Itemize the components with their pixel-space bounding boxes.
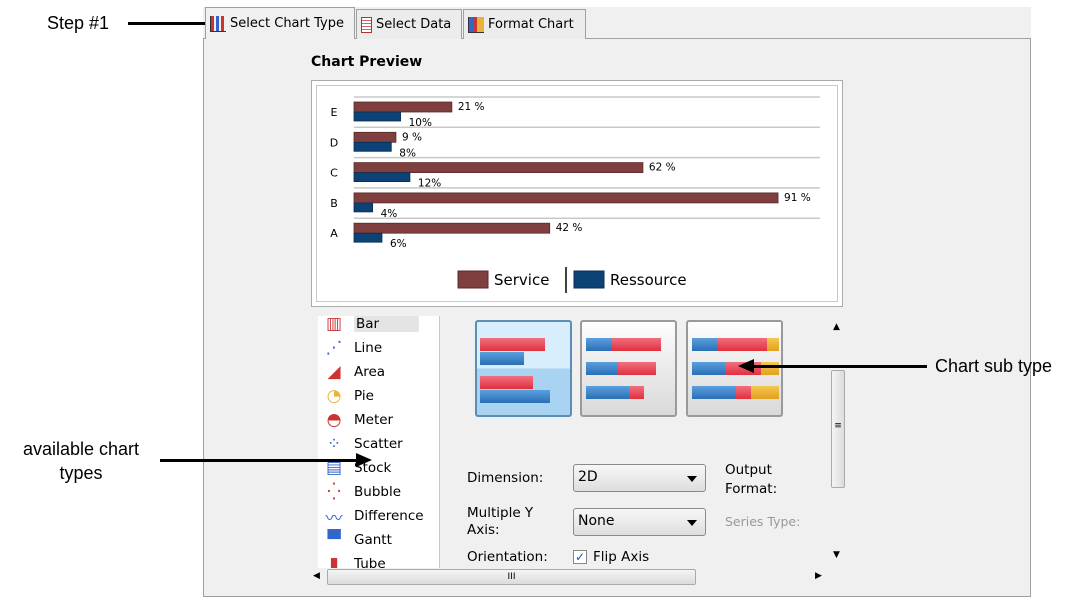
chart-type-bubble[interactable]: ⁛ Bubble bbox=[318, 480, 439, 504]
bar-chart-icon bbox=[210, 15, 226, 32]
data-label: 62 % bbox=[649, 162, 676, 174]
chart-preview-title: Chart Preview bbox=[311, 54, 423, 70]
orientation-label: Orientation: bbox=[467, 549, 548, 565]
step1-annotation: Step #1 bbox=[47, 13, 110, 33]
chart-type-line[interactable]: ⋰ Line bbox=[318, 336, 439, 360]
bar-service bbox=[353, 222, 551, 234]
scatter-chart-icon: ⁘ bbox=[326, 434, 342, 454]
chart-type-label: Meter bbox=[354, 412, 394, 428]
chart-type-label: Difference bbox=[354, 508, 424, 524]
chart-type-meter[interactable]: ◓ Meter bbox=[318, 408, 439, 432]
category-label: D bbox=[330, 136, 338, 149]
multiple-y-axis-label: Multiple Y Axis: bbox=[467, 505, 534, 538]
data-label: 12% bbox=[418, 178, 441, 190]
format-chart-icon bbox=[468, 16, 484, 33]
difference-chart-icon: 〰 bbox=[325, 508, 343, 529]
legend-swatch-ressource bbox=[573, 270, 605, 289]
gantt-chart-icon: ▀ bbox=[327, 530, 341, 550]
subtype-side-by-side[interactable] bbox=[475, 320, 572, 417]
chart-type-label: Tube bbox=[354, 556, 386, 568]
data-label: 91 % bbox=[784, 192, 811, 204]
chart-type-label: Bar bbox=[354, 316, 420, 332]
multiple-y-axis-select[interactable]: None bbox=[573, 508, 706, 536]
chart-type-label: Gantt bbox=[354, 532, 392, 548]
category-label: E bbox=[331, 106, 338, 119]
subtype-percent-stacked[interactable] bbox=[686, 320, 783, 417]
data-label: 10% bbox=[409, 117, 432, 129]
data-label: 42 % bbox=[556, 222, 583, 234]
dimension-label: Dimension: bbox=[467, 470, 544, 486]
dimension-select[interactable]: 2D bbox=[573, 464, 706, 492]
stock-chart-icon: ▤ bbox=[325, 458, 343, 478]
tab-label: Select Data bbox=[376, 17, 452, 32]
chart-type-label: Area bbox=[354, 364, 386, 380]
bar-ressource bbox=[353, 202, 374, 213]
chart-type-label: Scatter bbox=[354, 436, 403, 452]
bubble-chart-icon: ⁛ bbox=[327, 482, 341, 502]
available-types-arrow bbox=[160, 453, 372, 467]
series-type-label: Series Type: bbox=[725, 514, 801, 529]
area-chart-icon: ◢ bbox=[327, 362, 341, 382]
category-label: B bbox=[330, 197, 338, 210]
flip-axis-checkbox[interactable]: ✓ bbox=[573, 550, 587, 564]
tab-label: Select Chart Type bbox=[230, 16, 344, 31]
legend-label-service: Service bbox=[494, 271, 549, 289]
vertical-scroll-thumb[interactable]: ≡ bbox=[831, 370, 845, 488]
chart-type-label: Bubble bbox=[354, 484, 402, 500]
data-label: 6% bbox=[390, 238, 407, 250]
data-select-icon bbox=[361, 16, 372, 33]
tab-label: Format Chart bbox=[488, 17, 574, 32]
horizontal-scroll-thumb[interactable]: III bbox=[327, 569, 696, 585]
scroll-down-icon[interactable]: ▼ bbox=[833, 550, 840, 560]
bar-ressource bbox=[353, 232, 383, 243]
pie-chart-icon: ◔ bbox=[326, 386, 342, 406]
tab-format-chart[interactable]: Format Chart bbox=[463, 9, 586, 39]
bar-service bbox=[353, 131, 397, 143]
data-label: 21 % bbox=[458, 101, 485, 113]
chart-preview: A 42 % 6% B 91 % 4% C 62 % 12% D 9 % 8% E 21 % 10% Serv… bbox=[311, 80, 843, 307]
legend-label-ressource: Ressource bbox=[610, 271, 687, 289]
legend-swatch-service bbox=[457, 270, 489, 289]
chart-type-bar[interactable]: ▥ Bar bbox=[318, 316, 439, 336]
tab-select-data[interactable]: Select Data bbox=[356, 9, 462, 39]
bar-ressource bbox=[353, 141, 392, 152]
meter-chart-icon: ◓ bbox=[326, 410, 342, 430]
bar-chart-icon: ▥ bbox=[325, 316, 343, 334]
chart-type-pie[interactable]: ◔ Pie bbox=[318, 384, 439, 408]
bar-service bbox=[353, 101, 453, 113]
bar-ressource bbox=[353, 172, 411, 182]
chart-type-label: Pie bbox=[354, 388, 374, 404]
chart-type-area[interactable]: ◢ Area bbox=[318, 360, 439, 384]
output-format-label: Output Format: bbox=[725, 462, 778, 497]
scroll-left-icon[interactable]: ◀ bbox=[313, 571, 320, 581]
subtype-stacked[interactable] bbox=[580, 320, 677, 417]
horizontal-scrollbar[interactable]: ◀ III ▶ bbox=[311, 568, 829, 586]
preview-chart: A 42 % 6% B 91 % 4% C 62 % 12% D 9 % 8% E 21 % 10% Serv… bbox=[330, 96, 820, 293]
tab-bar: Select Chart Type Select Data Format Cha… bbox=[203, 7, 1031, 39]
scroll-right-icon[interactable]: ▶ bbox=[815, 571, 822, 581]
sub-type-arrow bbox=[738, 359, 927, 373]
data-label: 4% bbox=[381, 208, 398, 220]
data-label: 9 % bbox=[402, 131, 422, 143]
category-label: C bbox=[330, 167, 338, 180]
category-label: A bbox=[330, 227, 338, 240]
data-label: 8% bbox=[399, 147, 416, 159]
chart-type-list[interactable]: ▥ Bar ⋰ Line ◢ Area ◔ Pie ◓ Meter ⁘ Scat… bbox=[318, 316, 440, 568]
available-types-annotation: available chart types bbox=[22, 439, 140, 483]
bar-service bbox=[353, 192, 779, 204]
chart-type-gantt[interactable]: ▀ Gantt bbox=[318, 528, 439, 552]
line-chart-icon: ⋰ bbox=[325, 338, 343, 358]
chart-type-tube[interactable]: ▮ Tube bbox=[318, 552, 439, 568]
vertical-scrollbar[interactable]: ▲ ≡ ▼ bbox=[829, 318, 846, 568]
chart-type-label: Line bbox=[354, 340, 383, 356]
scroll-up-icon[interactable]: ▲ bbox=[833, 322, 840, 332]
chart-sub-type-annotation: Chart sub type bbox=[935, 356, 1053, 376]
flip-axis-label: Flip Axis bbox=[593, 549, 650, 565]
chart-type-difference[interactable]: 〰 Difference bbox=[318, 504, 439, 529]
chart-type-scatter[interactable]: ⁘ Scatter bbox=[318, 432, 439, 456]
bar-ressource bbox=[353, 111, 401, 122]
bar-service bbox=[353, 162, 644, 173]
tab-select-chart-type[interactable]: Select Chart Type bbox=[205, 7, 355, 39]
tube-chart-icon: ▮ bbox=[329, 554, 339, 568]
